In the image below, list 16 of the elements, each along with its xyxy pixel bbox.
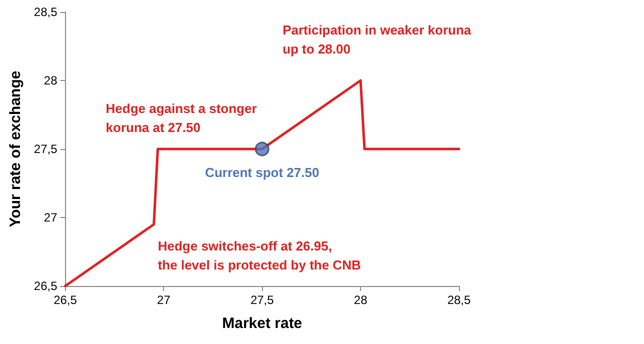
annotation: Hedge against a stonger koruna at 27.50 [106, 101, 257, 135]
y-tick-label: 28 [44, 74, 58, 88]
annotation: Hedge switches-off at 26.95, the level is protected by the CNB [158, 238, 361, 272]
annotation: Participation in weaker koruna up to 28.00 [282, 22, 472, 56]
y-tick-label: 27,5 [34, 142, 58, 156]
x-tick-label: 28 [354, 293, 368, 307]
x-tick-label: 27 [157, 293, 171, 307]
x-tick-label: 26,5 [54, 293, 78, 307]
x-tick-label: 27,5 [250, 293, 274, 307]
y-tick-label: 26,5 [34, 279, 58, 293]
x-axis-title: Market rate [222, 315, 302, 332]
y-tick-label: 27 [44, 210, 58, 224]
x-tick-label: 28,5 [447, 293, 471, 307]
y-axis-title: Your rate of exchange [7, 70, 24, 228]
annotation: Current spot 27.50 [205, 165, 320, 180]
y-tick-label: 28,5 [34, 5, 58, 19]
